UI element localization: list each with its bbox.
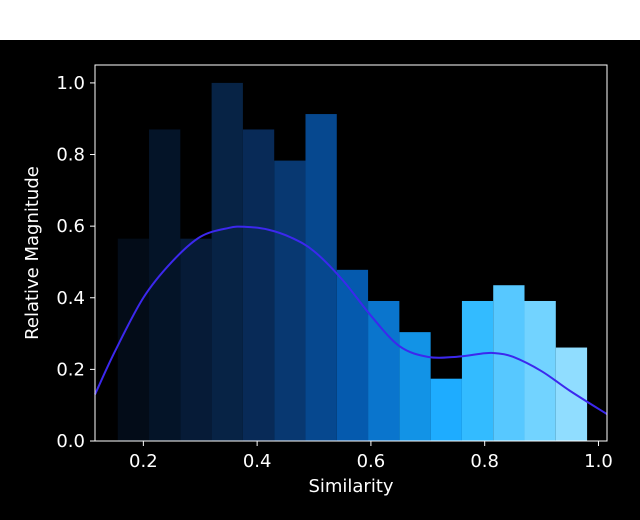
histogram-bar [117,238,150,441]
histogram-bar [242,129,275,441]
y-axis-label: Relative Magnitude [22,166,43,340]
histogram-bar [211,82,243,442]
histogram-bar [305,114,337,441]
histogram-bar [461,300,494,441]
x-tick-label: 0.2 [129,451,158,472]
histogram-bar [149,129,181,441]
y-tick-label: 1.0 [56,73,85,94]
y-axis-ticks: 0.0 0.2 0.4 0.6 0.8 1.0 [56,73,95,452]
y-tick-label: 0.0 [56,431,85,452]
x-tick-label: 0.6 [357,451,386,472]
top-white-band [0,0,640,40]
y-tick-label: 0.8 [56,145,85,166]
x-axis-ticks: 0.2 0.4 0.6 0.8 1.0 [129,441,613,472]
x-tick-label: 0.4 [243,451,272,472]
y-tick-label: 0.4 [56,288,85,309]
histogram-bar [368,300,400,441]
density-curve [94,225,608,415]
histogram-bar [336,269,369,441]
x-axis-label: Similarity [308,476,393,497]
plot-frame [94,64,608,442]
x-tick-label: 0.8 [470,451,499,472]
histogram-bar [493,285,525,441]
histogram-bar [555,347,588,441]
bars-group [117,82,588,442]
histogram-bar [180,238,212,441]
x-tick-label: 1.0 [584,451,613,472]
y-tick-label: 0.2 [56,359,85,380]
histogram-bar [274,160,306,441]
histogram-bar [430,378,462,441]
y-tick-label: 0.6 [56,216,85,237]
